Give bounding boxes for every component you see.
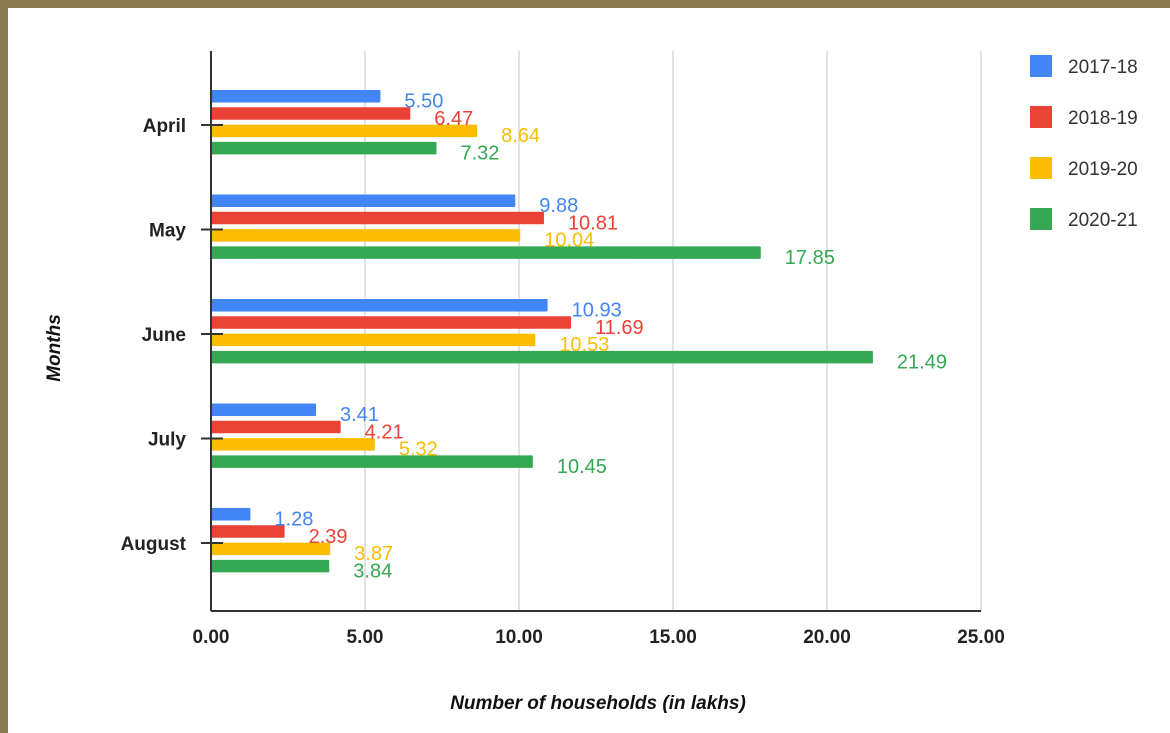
data-label: 10.45	[557, 456, 607, 478]
x-tick-label: 15.00	[649, 627, 697, 648]
x-tick-label: 20.00	[803, 627, 851, 648]
x-axis-title: Number of households (in lakhs)	[450, 693, 746, 714]
x-tick-labels: 0.00 5.00 10.00 15.00 20.00 25.00	[193, 627, 1005, 648]
y-tick-labels: April May June July August	[121, 116, 187, 555]
bar-chart: 0.00 5.00 10.00 15.00 20.00 25.00 April May Jun…	[44, 51, 1138, 714]
legend-label: 2018-19	[1068, 108, 1138, 129]
legend-swatch	[1030, 208, 1052, 230]
bar-2020-21-may	[211, 246, 761, 259]
y-tick-label: April	[143, 116, 186, 137]
y-tick-label: June	[142, 325, 186, 346]
bar-2020-21-june	[211, 350, 873, 364]
data-label: 10.93	[572, 300, 622, 322]
bar-2017-18-july	[211, 403, 317, 416]
data-label: 10.81	[568, 212, 618, 234]
bar-2020-21-july	[211, 455, 533, 468]
legend-label: 2020-21	[1068, 210, 1138, 231]
legend-label: 2017-18	[1068, 57, 1138, 78]
chart-frame: 0.00 5.00 10.00 15.00 20.00 25.00 April May Jun…	[8, 8, 1170, 733]
data-label: 8.64	[501, 125, 540, 147]
data-label: 21.49	[897, 351, 947, 373]
bar-2018-19-may	[211, 211, 544, 225]
y-tick-label: July	[148, 429, 186, 450]
legend-swatch	[1030, 157, 1052, 179]
gridlines	[364, 51, 982, 611]
bar-2017-18-may	[211, 194, 516, 207]
x-tick-label: 0.00	[193, 627, 230, 648]
data-label: 3.41	[340, 404, 379, 426]
data-label: 5.50	[404, 91, 443, 113]
data-label: 3.84	[353, 560, 392, 582]
bar-2019-20-august	[211, 542, 331, 556]
bar-2018-19-june	[211, 316, 572, 329]
y-tick-label: August	[121, 534, 187, 555]
legend-swatch	[1030, 55, 1052, 77]
legend: 2017-18 2018-19 2019-20 2020-21	[1030, 55, 1138, 231]
bar-2017-18-august	[211, 508, 251, 521]
data-label: 5.32	[399, 439, 438, 461]
bar-2019-20-april	[211, 124, 478, 138]
bar-2018-19-april	[211, 107, 411, 120]
bars	[211, 90, 873, 573]
x-tick-label: 5.00	[347, 627, 384, 648]
bar-2019-20-may	[211, 229, 521, 242]
x-tick-label: 10.00	[495, 627, 543, 648]
bar-2018-19-july	[211, 420, 341, 434]
legend-swatch	[1030, 106, 1052, 128]
bar-2018-19-august	[211, 525, 285, 538]
data-label: 7.32	[460, 142, 499, 164]
bar-2019-20-june	[211, 333, 536, 347]
data-label: 17.85	[785, 247, 835, 269]
data-label: 2.39	[309, 526, 348, 548]
data-label: 10.04	[544, 230, 594, 252]
legend-label: 2019-20	[1068, 159, 1138, 180]
y-axis-title: Months	[44, 314, 65, 382]
x-tick-label: 25.00	[957, 627, 1005, 648]
data-label: 6.47	[434, 108, 473, 130]
bar-2017-18-april	[211, 90, 381, 103]
y-tick-label: May	[149, 220, 186, 241]
data-label: 9.88	[539, 195, 578, 217]
bar-2020-21-august	[211, 559, 330, 573]
data-label: 11.69	[595, 317, 644, 339]
bar-2019-20-july	[211, 438, 375, 451]
bar-2020-21-april	[211, 141, 437, 155]
data-label: 4.21	[365, 421, 404, 443]
axes	[201, 51, 981, 612]
bar-2017-18-june	[211, 299, 548, 312]
data-label: 3.87	[354, 543, 393, 565]
data-label: 1.28	[274, 509, 313, 531]
data-label: 10.53	[559, 334, 609, 356]
